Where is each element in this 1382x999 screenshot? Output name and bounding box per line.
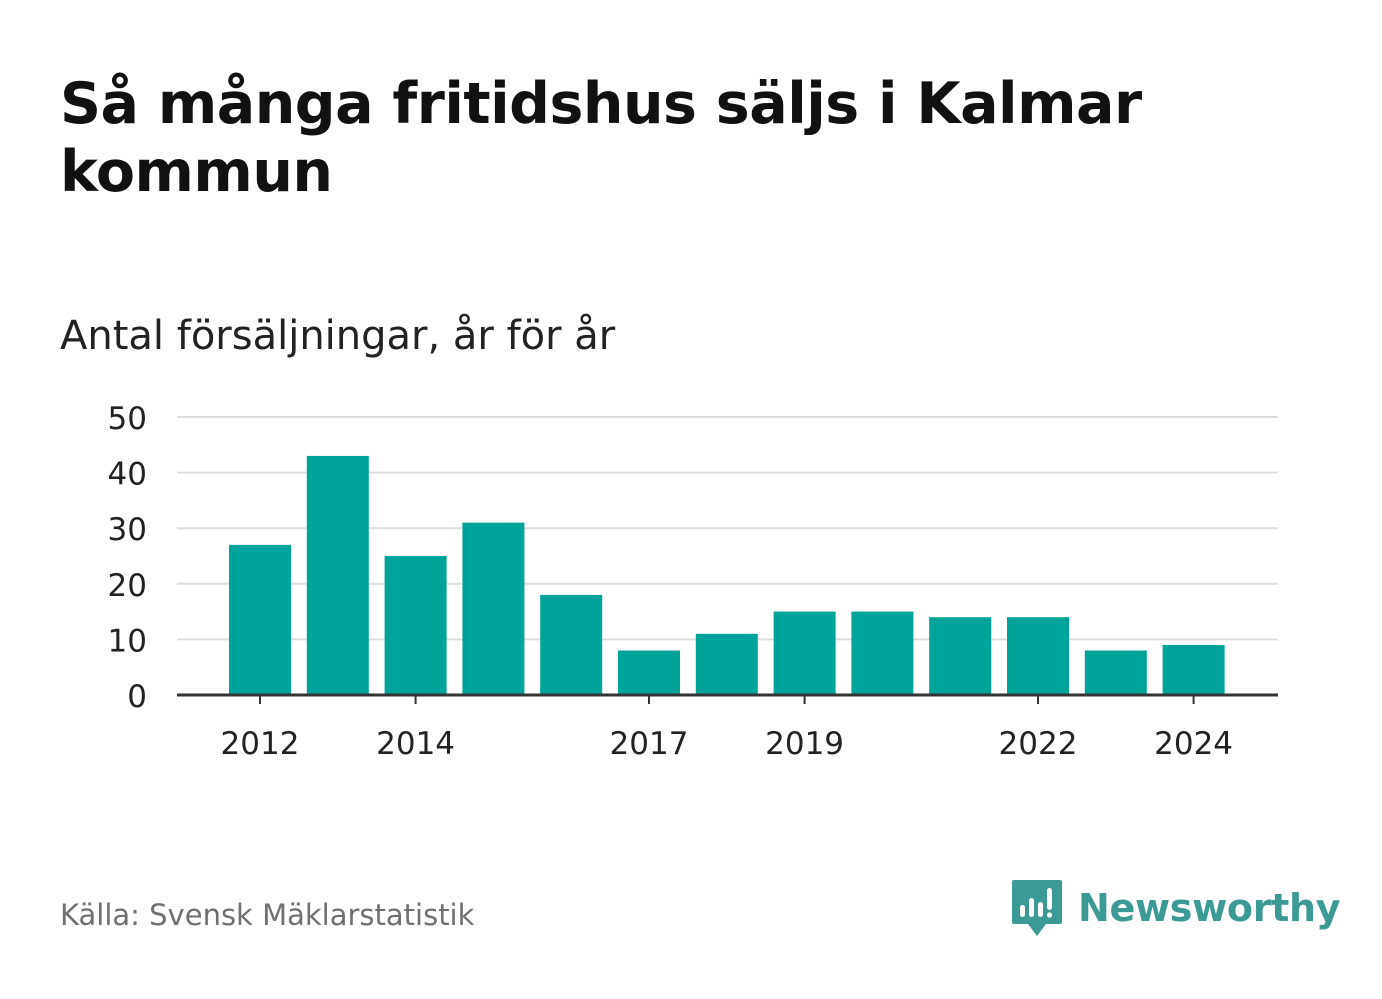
y-tick-label: 40 bbox=[108, 457, 147, 493]
bar-2023 bbox=[1084, 650, 1147, 695]
x-tick-label: 2017 bbox=[610, 726, 689, 762]
y-tick-label: 10 bbox=[108, 623, 147, 659]
bar-2015 bbox=[462, 522, 525, 695]
bar-2024 bbox=[1162, 644, 1225, 695]
chart-title: Så många fritidshus säljs i Kalmar kommu… bbox=[60, 71, 1142, 205]
bar-2019 bbox=[773, 611, 836, 695]
y-tick-label: 0 bbox=[127, 679, 147, 715]
x-tick-label: 2014 bbox=[376, 726, 455, 762]
x-tick-label: 2012 bbox=[221, 726, 300, 762]
bar-2018 bbox=[695, 633, 758, 695]
bar-2020 bbox=[851, 611, 914, 695]
bar-2013 bbox=[306, 455, 369, 695]
brand-logo: Newsworthy bbox=[1010, 878, 1341, 938]
bar-2017 bbox=[618, 650, 680, 695]
x-tick-label: 2019 bbox=[765, 726, 844, 762]
newsworthy-logo-icon bbox=[1012, 880, 1062, 936]
bar-2022 bbox=[1007, 617, 1069, 695]
x-tick-label: 2024 bbox=[1154, 726, 1233, 762]
y-tick-label: 30 bbox=[108, 512, 147, 548]
y-tick-label: 20 bbox=[108, 568, 147, 604]
bar-2021 bbox=[929, 617, 992, 695]
chart-subtitle: Antal försäljningar, år för år bbox=[60, 313, 616, 359]
x-tick-label: 2022 bbox=[999, 726, 1078, 762]
source-note: Källa: Svensk Mäklarstatistik bbox=[60, 898, 475, 932]
bar-2012 bbox=[229, 544, 291, 695]
bar-2014 bbox=[384, 556, 447, 695]
y-tick-label: 50 bbox=[108, 401, 147, 437]
brand-name: Newsworthy bbox=[1078, 886, 1341, 930]
bar-2016 bbox=[540, 594, 603, 695]
